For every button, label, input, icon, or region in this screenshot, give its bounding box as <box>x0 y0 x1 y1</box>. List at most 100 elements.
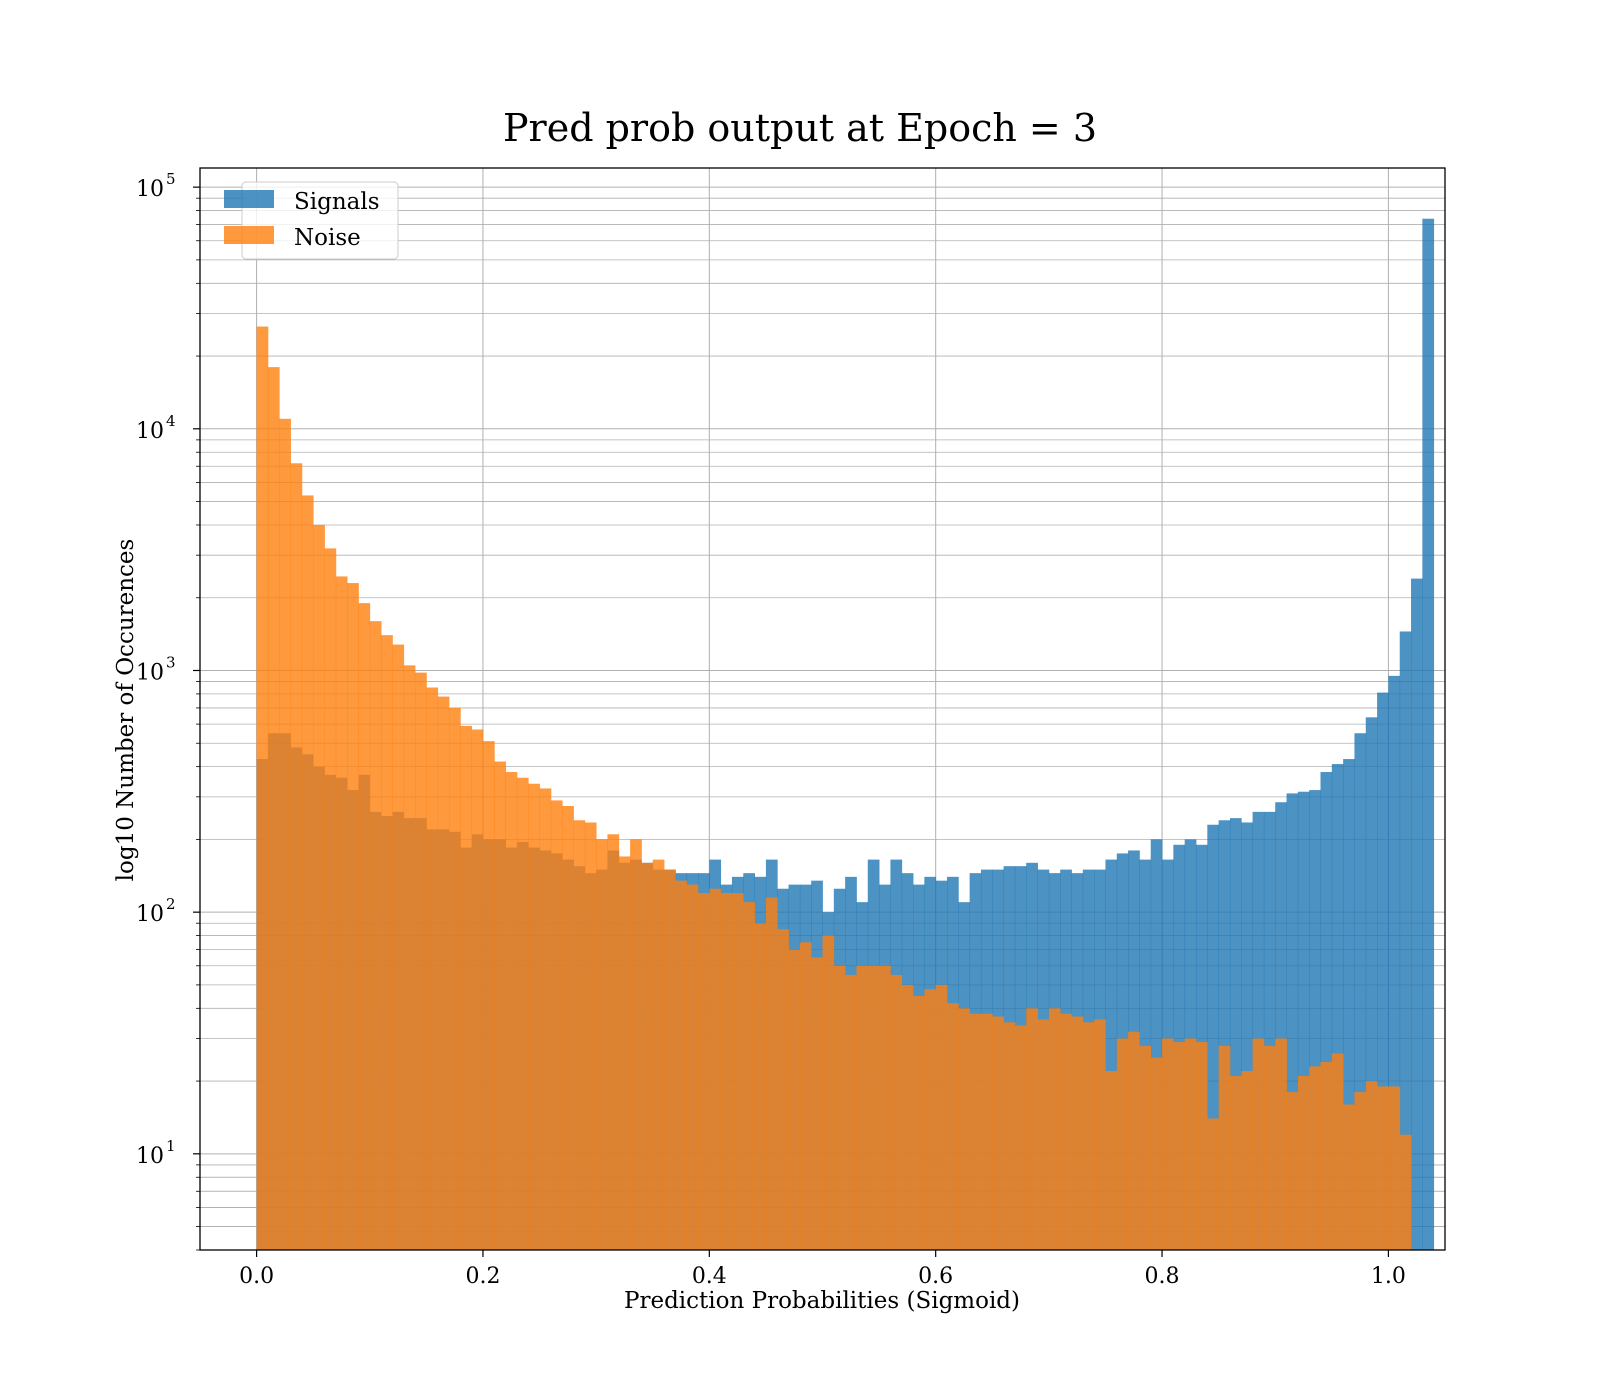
legend: Signals Noise <box>224 181 399 260</box>
bar-noise <box>720 893 733 1250</box>
x-tick-label: 0.0 <box>239 1264 274 1289</box>
bar-noise <box>1309 1066 1321 1250</box>
bar-noise <box>550 800 563 1250</box>
bar-noise <box>1173 1042 1186 1250</box>
legend-box <box>241 181 399 260</box>
bar-noise <box>392 644 405 1250</box>
chart-title: Pred prob output at Epoch = 3 <box>503 106 1097 150</box>
bar-noise <box>641 862 654 1250</box>
bar-noise <box>596 839 608 1250</box>
bar-signals <box>1207 824 1220 1250</box>
bar-noise <box>324 548 337 1250</box>
bar-signals <box>1241 822 1253 1250</box>
bar-signals <box>1377 692 1389 1250</box>
bar-signals <box>1297 791 1310 1250</box>
bar-noise <box>1048 1008 1061 1250</box>
bar-noise <box>675 880 688 1250</box>
bar-noise <box>1094 1019 1106 1250</box>
legend-label-noise: Noise <box>294 225 361 251</box>
bar-noise <box>1275 1038 1287 1250</box>
bar-noise <box>494 761 506 1250</box>
bar-noise <box>1071 1016 1084 1250</box>
bar-noise <box>335 576 348 1250</box>
bar-noise <box>528 783 540 1250</box>
bar-signals <box>1218 820 1231 1250</box>
bar-noise <box>539 788 552 1250</box>
bar-noise <box>1331 1053 1344 1250</box>
bar-noise <box>686 884 699 1250</box>
bar-noise <box>369 621 382 1250</box>
bar-noise <box>845 974 857 1250</box>
legend-swatch-signals <box>224 190 274 208</box>
bar-noise <box>1354 1092 1367 1250</box>
y-axis-label: log10 Number of Occurences <box>113 539 139 882</box>
x-tick-label: 1.0 <box>1371 1264 1406 1289</box>
bar-noise <box>709 888 722 1250</box>
histogram-bars <box>256 218 1435 1251</box>
bar-noise <box>799 942 812 1250</box>
bar-noise <box>1377 1086 1389 1250</box>
bar-noise <box>426 687 439 1250</box>
bar-signals <box>1105 859 1118 1250</box>
bar-noise <box>1162 1038 1174 1250</box>
bar-noise <box>731 893 744 1250</box>
bar-noise <box>1286 1092 1299 1250</box>
bar-noise <box>516 777 529 1250</box>
bar-noise <box>1365 1081 1378 1250</box>
y-tick-exponent: 1 <box>166 1137 176 1155</box>
x-axis-label: Prediction Probabilities (Sigmoid) <box>624 1288 1020 1314</box>
bar-noise <box>777 929 789 1250</box>
bar-noise <box>607 834 620 1250</box>
x-tick-label: 0.6 <box>918 1264 953 1289</box>
bar-signals <box>1263 811 1276 1250</box>
legend-label-signals: Signals <box>294 189 380 215</box>
bar-noise <box>1003 1022 1016 1250</box>
bar-noise <box>811 957 823 1250</box>
bar-noise <box>822 935 835 1250</box>
bar-signals <box>1275 802 1287 1250</box>
bar-signals <box>1354 733 1367 1250</box>
bar-noise <box>743 902 755 1250</box>
bar-signals <box>1229 818 1242 1250</box>
bar-signals <box>1320 772 1333 1250</box>
bar-noise <box>1207 1118 1220 1250</box>
x-tick-label: 0.8 <box>1145 1264 1180 1289</box>
bar-noise <box>698 893 710 1250</box>
bar-noise <box>584 822 597 1250</box>
y-tick-exponent: 5 <box>166 170 176 188</box>
bar-noise <box>1241 1071 1253 1250</box>
bar-noise <box>1105 1071 1118 1250</box>
bar-noise <box>1229 1075 1242 1250</box>
bar-noise <box>765 897 778 1250</box>
bar-noise <box>980 1013 993 1250</box>
bar-noise <box>1184 1038 1197 1250</box>
bar-noise <box>901 984 914 1250</box>
bar-noise <box>313 524 325 1250</box>
bar-noise <box>947 1003 959 1250</box>
bar-noise <box>630 839 642 1250</box>
bar-noise <box>969 1013 982 1250</box>
bar-noise <box>1014 1025 1027 1250</box>
bar-noise <box>1263 1045 1276 1250</box>
y-tick-exponent: 2 <box>166 895 176 913</box>
bar-signals <box>1422 218 1435 1251</box>
bar-noise <box>1060 1013 1072 1250</box>
bar-noise <box>1037 1019 1050 1250</box>
y-tick-label: 10 <box>136 660 164 685</box>
bar-noise <box>924 989 937 1250</box>
bar-noise <box>754 923 767 1250</box>
x-tick-label: 0.2 <box>465 1264 500 1289</box>
bar-signals <box>1388 675 1401 1250</box>
y-tick-label: 10 <box>136 419 164 444</box>
bar-noise <box>913 995 925 1250</box>
bar-signals <box>1252 811 1265 1250</box>
bar-noise <box>1128 1031 1140 1250</box>
bar-signals <box>1309 790 1321 1250</box>
series-noise <box>256 326 1412 1251</box>
y-tick-label: 10 <box>136 902 164 927</box>
bar-noise <box>1082 1022 1095 1250</box>
bar-noise <box>1116 1038 1129 1250</box>
bar-signals <box>1343 759 1355 1250</box>
bar-noise <box>437 696 450 1250</box>
